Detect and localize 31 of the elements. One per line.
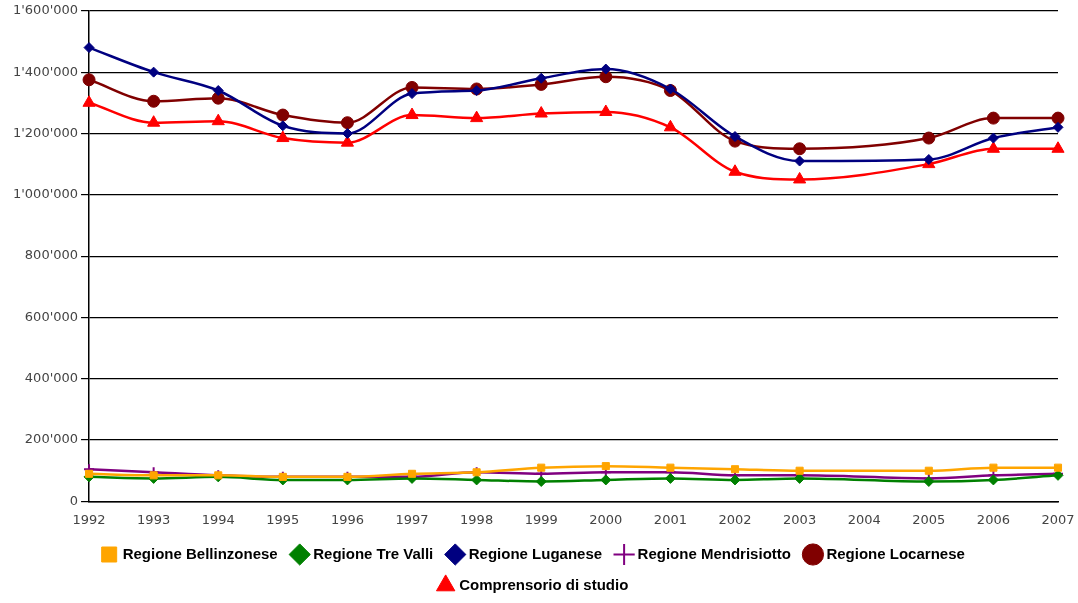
legend-label: Comprensorio di studio <box>459 575 629 593</box>
y-tick-label: 0 <box>69 492 79 508</box>
x-tick-label: 1995 <box>266 511 300 527</box>
legend-label: Regione Tre Valli <box>313 544 434 562</box>
y-tick-label: 1'400'000 <box>13 63 79 79</box>
legend-label: Regione Mendrisiotto <box>637 544 791 562</box>
x-tick-label: 1996 <box>330 511 364 527</box>
x-tick-label: 2007 <box>1041 511 1075 527</box>
y-tick-label: 600'000 <box>24 308 79 324</box>
x-tick-label: 1993 <box>137 511 171 527</box>
x-tick-label: 2000 <box>589 511 623 527</box>
y-tick-label: 200'000 <box>24 431 79 447</box>
y-tick-label: 800'000 <box>24 247 79 263</box>
legend-label: Regione Luganese <box>468 544 603 562</box>
x-tick-label: 2002 <box>718 511 752 527</box>
x-tick-label: 1992 <box>72 511 106 527</box>
legend-label: Regione Locarnese <box>826 544 965 562</box>
y-tick-label: 1'000'000 <box>13 186 79 202</box>
legend-label: Regione Bellinzonese <box>122 544 278 562</box>
x-tick-label: 1994 <box>201 511 235 527</box>
y-tick-label: 400'000 <box>24 370 79 386</box>
x-tick-label: 2005 <box>912 511 946 527</box>
x-tick-label: 1999 <box>524 511 558 527</box>
y-tick-label: 1'600'000 <box>13 2 79 18</box>
x-tick-label: 2001 <box>653 511 687 527</box>
y-tick-label: 1'200'000 <box>13 124 79 140</box>
x-tick-label: 2004 <box>847 511 881 527</box>
x-tick-label: 2006 <box>976 511 1010 527</box>
x-tick-label: 2003 <box>783 511 817 527</box>
x-tick-label: 1997 <box>395 511 429 527</box>
x-tick-label: 1998 <box>460 511 494 527</box>
